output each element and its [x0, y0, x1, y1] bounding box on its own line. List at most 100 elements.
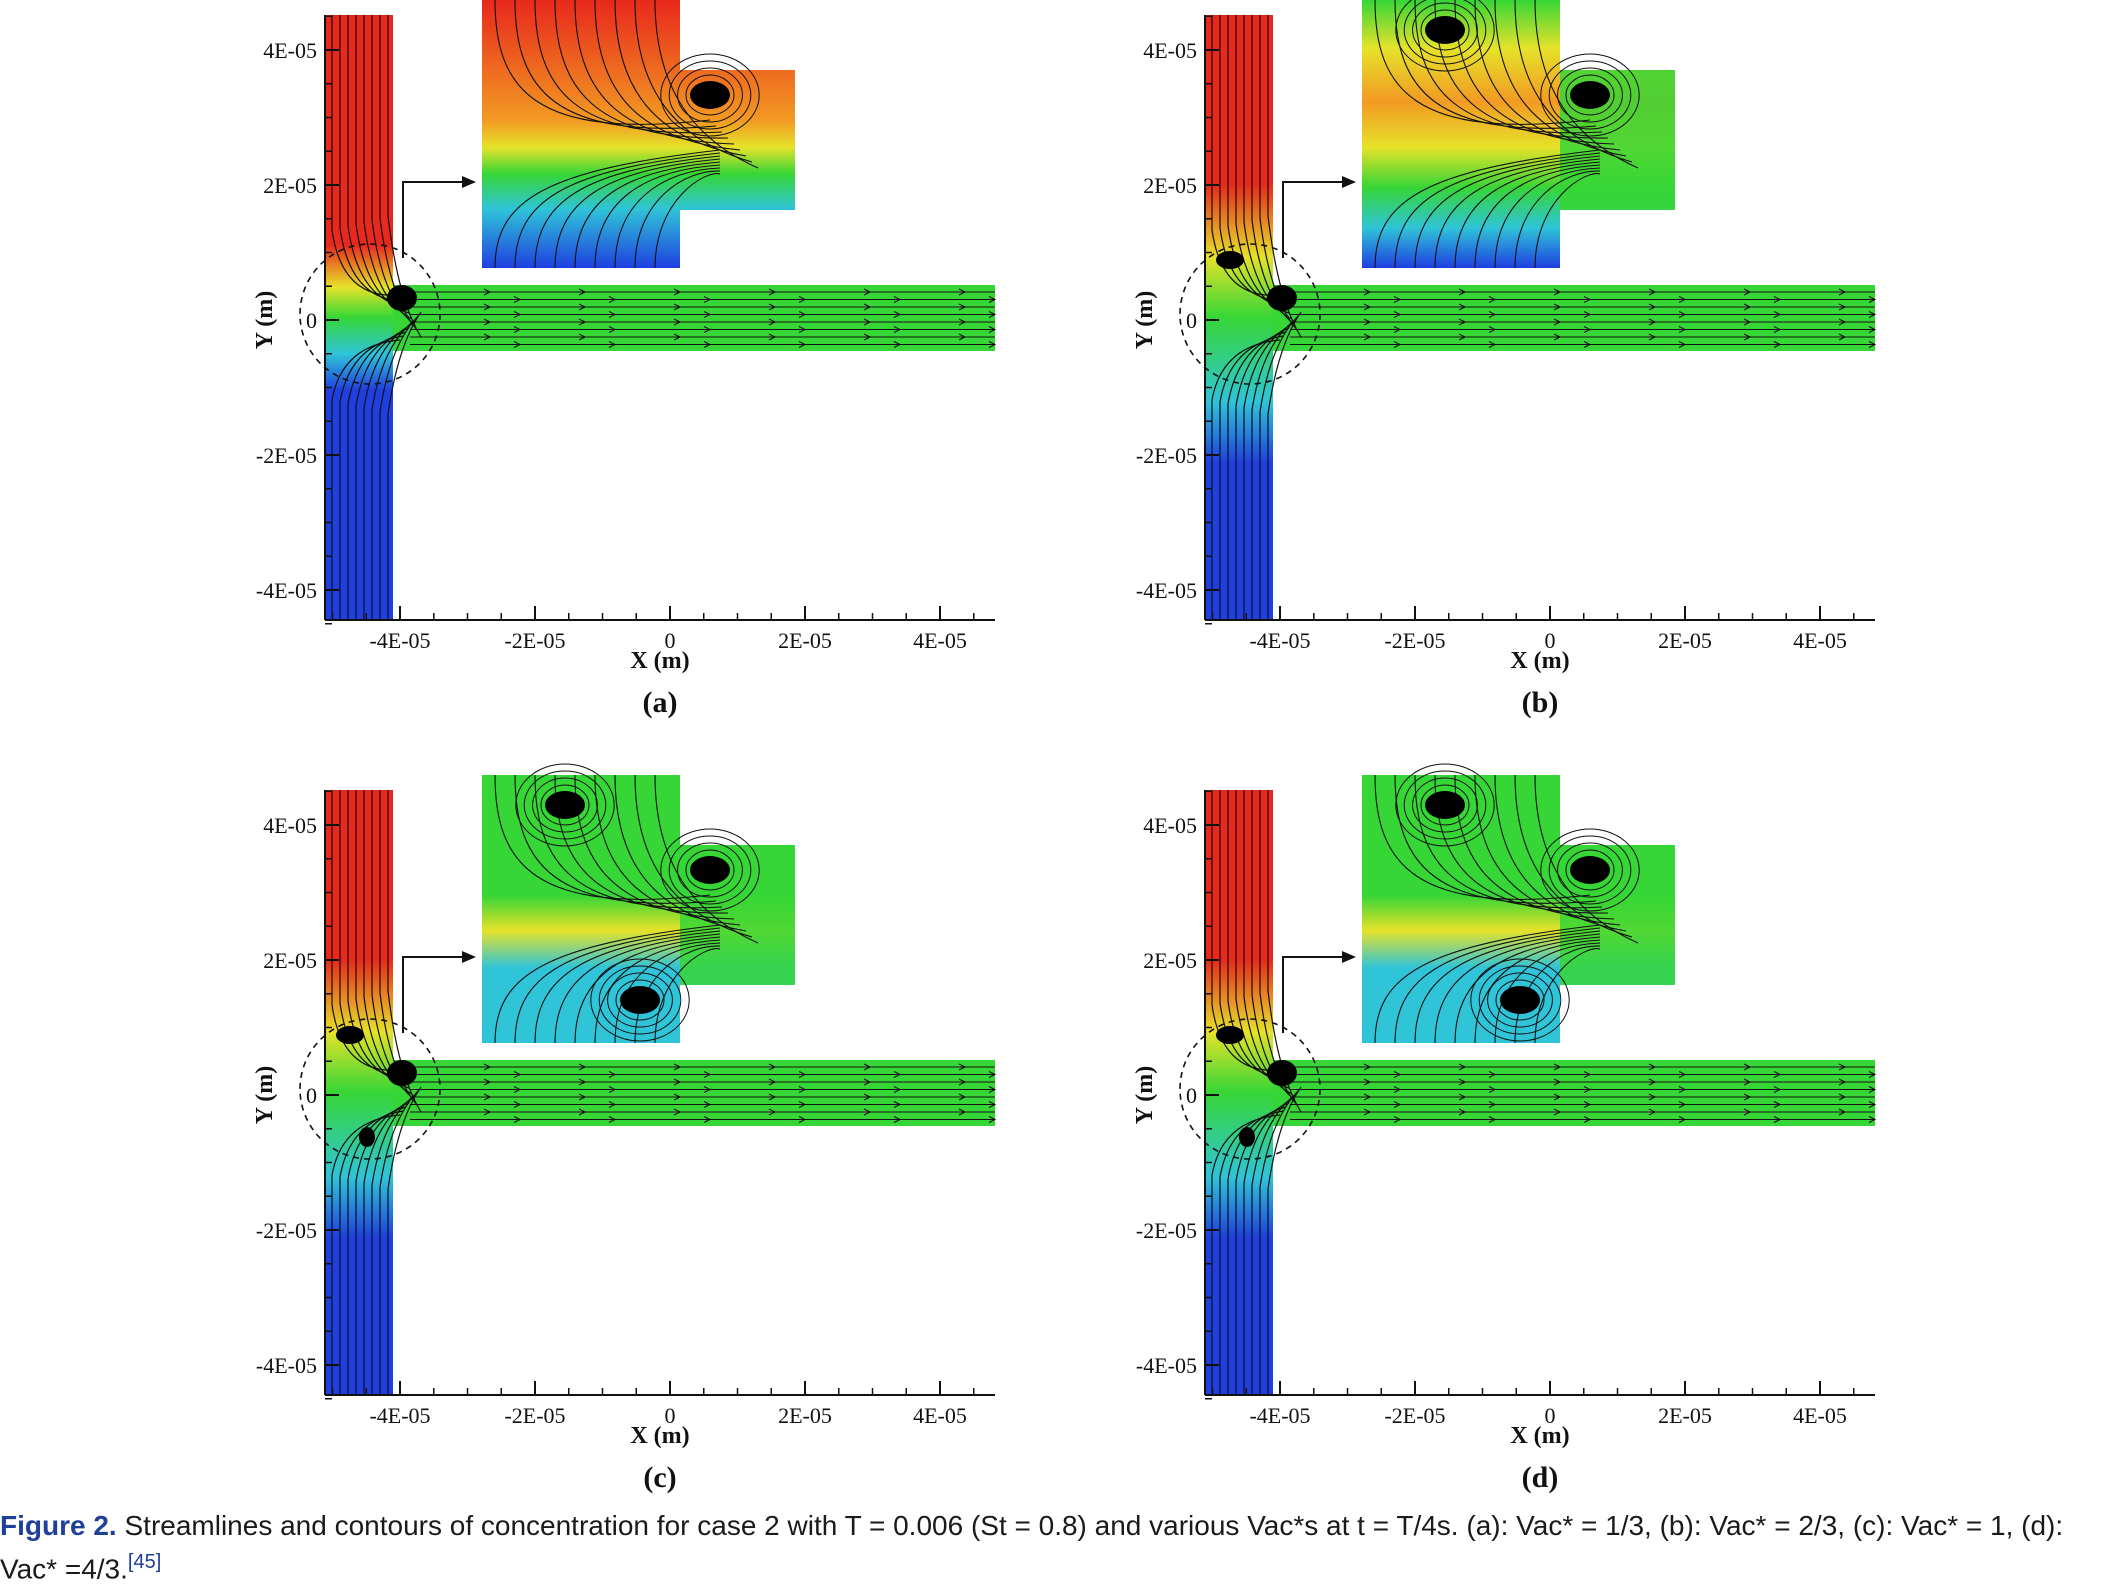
zoom-arrow: [402, 181, 472, 258]
vortex-corner: [1267, 1060, 1297, 1086]
outlet-channel: [1273, 285, 1875, 351]
x-tick-label: -2E-05: [504, 1403, 565, 1428]
x-tick-label: -4E-05: [369, 628, 430, 653]
inset-vortex-upper: [1395, 763, 1495, 847]
y-tick-label: 4E-05: [263, 38, 317, 63]
vortex-upper: [336, 1026, 364, 1044]
zoom-inset: [482, 0, 795, 269]
x-axis-label: X (m): [1510, 648, 1569, 674]
panel-label: (b): [1522, 686, 1559, 719]
outlet-channel: [393, 285, 995, 351]
inset-streamlines: [1374, 774, 1639, 1044]
x-tick-label: -4E-05: [1249, 628, 1310, 653]
y-tick-label: -4E-05: [1136, 578, 1197, 603]
y-tick-label: 4E-05: [1143, 813, 1197, 838]
y-axis-label: Y (m): [252, 291, 278, 349]
axes-frame: [1204, 790, 1875, 1396]
caption-reference: [45]: [127, 1551, 162, 1573]
panel-c: -4E-05 -2E-05 0 2E-05 4E-05 4E-05 2E-05 0 -2E-05…: [20, 763, 1020, 1494]
junction-vortices: [387, 285, 417, 311]
x-tick-label: 4E-05: [913, 628, 967, 653]
y-tick-label: -4E-05: [256, 578, 317, 603]
zoom-arrowhead: [1342, 951, 1356, 963]
x-tick-label: 2E-05: [778, 628, 832, 653]
zoom-arrow: [402, 956, 472, 1033]
y-tick-label: -4E-05: [1136, 1353, 1197, 1378]
zoom-inset: [482, 763, 795, 1044]
zoom-arrowhead: [462, 176, 476, 188]
zoom-inset: [1362, 763, 1675, 1044]
inset-vortex-upper: [1395, 0, 1495, 72]
x-axis-label: X (m): [630, 648, 689, 674]
zoom-arrow: [1282, 181, 1352, 258]
x-axis-label: X (m): [1510, 1423, 1569, 1449]
vortex-lower: [1239, 1127, 1255, 1147]
vertical-channel: [325, 15, 393, 620]
vortex-upper: [1216, 1026, 1244, 1044]
y-axis-label: Y (m): [1132, 1066, 1158, 1124]
y-tick-label: 2E-05: [263, 948, 317, 973]
zoom-arrowhead: [462, 951, 476, 963]
vertical-channel: [1205, 15, 1273, 620]
axes-frame: [324, 790, 995, 1396]
junction-vortices: [336, 1026, 417, 1147]
vortex-upper: [1216, 251, 1244, 269]
inset-vortex-lower: [590, 958, 690, 1042]
streamlines-outlet: [1290, 1063, 1877, 1123]
inset-vortex-corner: [660, 53, 760, 137]
panel-label: (a): [643, 686, 678, 719]
axes-frame: [1204, 15, 1875, 621]
streamlines-outlet: [410, 288, 997, 348]
y-tick-label: 0: [306, 1083, 317, 1108]
panel-a: -4E-05 -2E-05 0 2E-05 4E-05 4E-05 2E-05 0 -2E-05…: [20, 0, 1020, 719]
inset-streamlines: [1374, 0, 1639, 269]
zoom-circle: [1179, 1018, 1321, 1160]
panel-b: -4E-05 -2E-05 0 2E-05 4E-05 4E-05 2E-05 0 -2E-05…: [900, 0, 1900, 719]
x-tick-label: 2E-05: [1658, 1403, 1712, 1428]
figure-label: Figure 2.: [0, 1510, 117, 1541]
x-tick-label: 0: [1545, 1403, 1556, 1428]
vortex-lower: [359, 1127, 375, 1147]
panel-d: -4E-05 -2E-05 0 2E-05 4E-05 4E-05 2E-05 0 -2E-05…: [900, 763, 1900, 1494]
panel-label: (d): [1522, 1461, 1559, 1494]
junction-vortices: [1216, 1026, 1297, 1147]
y-tick-label: 4E-05: [1143, 38, 1197, 63]
x-tick-label: 4E-05: [1793, 628, 1847, 653]
x-tick-label: -2E-05: [1384, 628, 1445, 653]
zoom-arrowhead: [1342, 176, 1356, 188]
streamlines-vertical: [331, 15, 422, 620]
x-tick-label: 2E-05: [778, 1403, 832, 1428]
x-tick-label: 0: [665, 628, 676, 653]
y-tick-label: -2E-05: [1136, 443, 1197, 468]
x-tick-label: -4E-05: [369, 1403, 430, 1428]
y-tick-label: 0: [1186, 1083, 1197, 1108]
x-tick-label: -2E-05: [504, 628, 565, 653]
streamlines-outlet: [410, 1063, 997, 1123]
y-tick-label: 0: [306, 308, 317, 333]
vortex-corner: [387, 1060, 417, 1086]
x-tick-label: -4E-05: [1249, 1403, 1310, 1428]
x-tick-label: 0: [1545, 628, 1556, 653]
zoom-inset: [1362, 0, 1675, 269]
vertical-channel: [325, 790, 393, 1395]
inset-streamlines: [494, 0, 759, 269]
streamlines-outlet: [1290, 288, 1877, 348]
y-tick-label: 2E-05: [263, 173, 317, 198]
x-tick-label: -2E-05: [1384, 1403, 1445, 1428]
junction-vortices: [1216, 251, 1297, 311]
x-tick-label: 4E-05: [1793, 1403, 1847, 1428]
inset-vortex-lower: [1470, 958, 1570, 1042]
y-tick-label: -4E-05: [256, 1353, 317, 1378]
y-tick-label: -2E-05: [256, 443, 317, 468]
panel-label: (c): [643, 1461, 676, 1494]
y-tick-label: 2E-05: [1143, 173, 1197, 198]
y-tick-label: -2E-05: [256, 1218, 317, 1243]
inset-vortex-corner: [1540, 53, 1640, 137]
caption-text: Streamlines and contours of concentratio…: [0, 1510, 2064, 1585]
inset-field: [482, 0, 795, 268]
zoom-circle: [299, 1018, 441, 1160]
y-tick-label: 2E-05: [1143, 948, 1197, 973]
vortex-corner: [1267, 285, 1297, 311]
y-tick-label: 4E-05: [263, 813, 317, 838]
vertical-channel: [1205, 790, 1273, 1395]
